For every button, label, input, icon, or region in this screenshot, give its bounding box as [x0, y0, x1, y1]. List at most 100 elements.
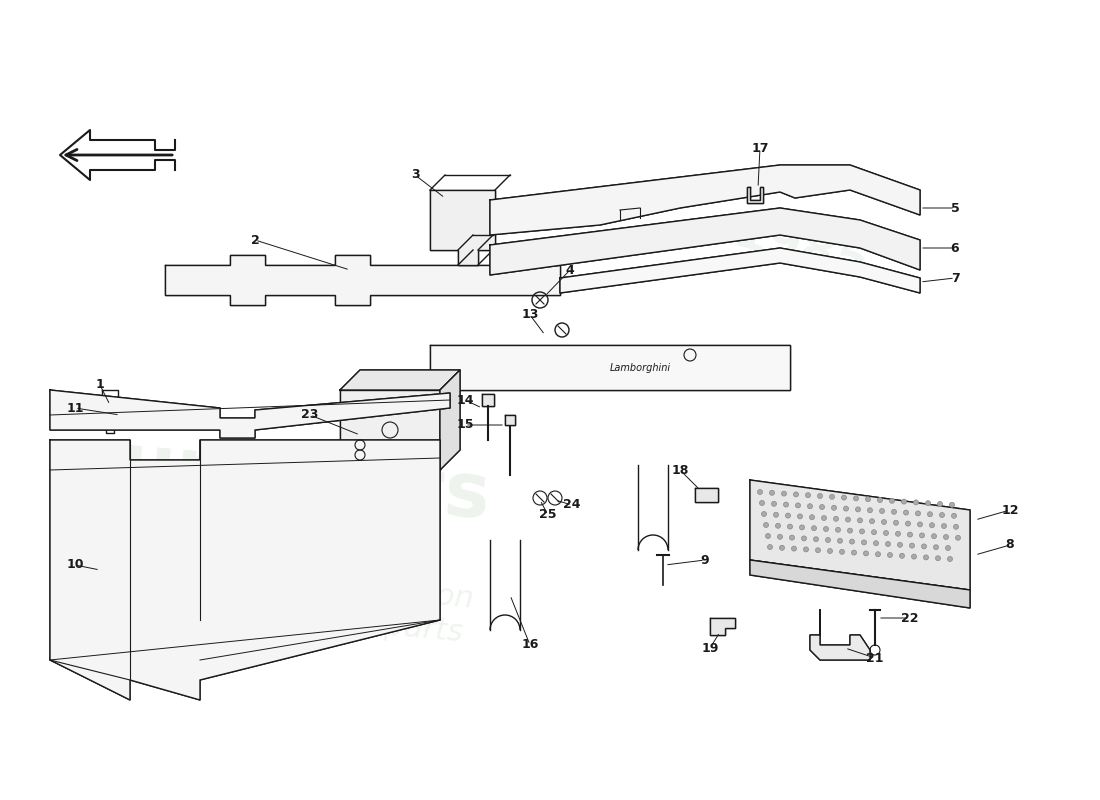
Polygon shape — [750, 480, 970, 590]
Circle shape — [880, 509, 884, 514]
Circle shape — [891, 510, 896, 514]
Circle shape — [839, 550, 845, 554]
Text: 24: 24 — [563, 498, 581, 511]
Text: 25: 25 — [539, 509, 557, 522]
Circle shape — [768, 545, 772, 550]
Circle shape — [932, 534, 936, 538]
Circle shape — [836, 527, 840, 532]
Circle shape — [856, 507, 860, 512]
Circle shape — [842, 495, 847, 500]
Circle shape — [924, 555, 928, 560]
Text: 16: 16 — [521, 638, 539, 651]
Circle shape — [820, 505, 825, 510]
Circle shape — [881, 519, 887, 525]
Polygon shape — [747, 187, 763, 203]
Circle shape — [886, 542, 891, 546]
Circle shape — [763, 522, 769, 527]
Text: 19: 19 — [702, 642, 718, 654]
Circle shape — [927, 512, 933, 517]
Circle shape — [858, 518, 862, 523]
Text: 22: 22 — [901, 611, 918, 625]
Circle shape — [849, 539, 855, 544]
Polygon shape — [50, 440, 440, 700]
Circle shape — [898, 542, 902, 547]
Circle shape — [934, 545, 938, 550]
Circle shape — [859, 529, 865, 534]
Polygon shape — [710, 618, 735, 635]
Text: 6: 6 — [950, 242, 959, 254]
Circle shape — [922, 544, 926, 549]
Text: 11: 11 — [66, 402, 84, 414]
Circle shape — [832, 506, 836, 510]
Circle shape — [866, 497, 870, 502]
Circle shape — [773, 512, 779, 518]
Circle shape — [827, 549, 833, 554]
Circle shape — [847, 528, 852, 533]
Circle shape — [829, 494, 835, 499]
Circle shape — [837, 538, 843, 543]
Circle shape — [883, 530, 889, 535]
Circle shape — [766, 534, 770, 538]
Circle shape — [798, 514, 803, 519]
Polygon shape — [430, 190, 495, 265]
Circle shape — [920, 533, 924, 538]
Circle shape — [790, 535, 794, 540]
Circle shape — [908, 532, 913, 537]
Text: 14: 14 — [456, 394, 474, 406]
Circle shape — [834, 516, 838, 522]
Circle shape — [781, 491, 786, 496]
Circle shape — [910, 543, 914, 548]
Circle shape — [900, 554, 904, 558]
Circle shape — [861, 540, 867, 545]
Text: 2: 2 — [251, 234, 260, 246]
Circle shape — [913, 500, 918, 505]
Text: 4: 4 — [565, 263, 574, 277]
Circle shape — [864, 551, 869, 556]
Circle shape — [758, 490, 762, 494]
Circle shape — [854, 496, 858, 501]
Circle shape — [952, 514, 957, 518]
Circle shape — [815, 548, 821, 553]
Circle shape — [778, 534, 782, 539]
Polygon shape — [810, 610, 870, 660]
Circle shape — [822, 515, 826, 521]
Circle shape — [949, 502, 955, 507]
Polygon shape — [750, 560, 970, 608]
Circle shape — [917, 522, 923, 527]
Circle shape — [890, 498, 894, 503]
Circle shape — [812, 526, 816, 530]
Circle shape — [871, 530, 877, 534]
Circle shape — [851, 550, 857, 555]
Circle shape — [925, 501, 931, 506]
Polygon shape — [490, 165, 920, 235]
Text: a passion
for parts: a passion for parts — [326, 573, 475, 647]
Polygon shape — [695, 488, 718, 502]
Circle shape — [783, 502, 789, 507]
Circle shape — [761, 511, 767, 517]
Text: 17: 17 — [751, 142, 769, 154]
Text: 21: 21 — [867, 651, 883, 665]
Circle shape — [878, 498, 882, 502]
Circle shape — [869, 518, 874, 524]
Circle shape — [814, 537, 818, 542]
Circle shape — [795, 503, 801, 508]
Circle shape — [912, 554, 916, 559]
Polygon shape — [340, 390, 440, 470]
Circle shape — [805, 493, 811, 498]
Circle shape — [939, 513, 945, 518]
Circle shape — [792, 546, 796, 551]
Circle shape — [895, 531, 901, 536]
Polygon shape — [430, 345, 790, 390]
Circle shape — [954, 524, 958, 530]
Circle shape — [817, 494, 823, 498]
Text: 18: 18 — [671, 463, 689, 477]
Polygon shape — [505, 415, 515, 425]
Text: 9: 9 — [701, 554, 710, 566]
Text: 12: 12 — [1001, 503, 1019, 517]
Polygon shape — [560, 248, 920, 293]
Polygon shape — [490, 208, 920, 275]
Text: europarts: europarts — [67, 425, 494, 535]
Text: 23: 23 — [301, 409, 319, 422]
Text: 10: 10 — [66, 558, 84, 571]
Text: 8: 8 — [1005, 538, 1014, 551]
